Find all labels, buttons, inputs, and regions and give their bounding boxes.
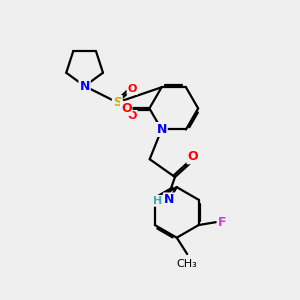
Text: O: O xyxy=(188,150,198,163)
Text: O: O xyxy=(121,102,131,115)
Text: N: N xyxy=(80,80,90,93)
Text: S: S xyxy=(113,96,122,109)
Text: H: H xyxy=(153,196,162,206)
Text: N: N xyxy=(164,194,174,206)
Text: O: O xyxy=(128,84,137,94)
Text: N: N xyxy=(156,123,167,136)
Text: F: F xyxy=(218,216,226,229)
Text: CH₃: CH₃ xyxy=(177,260,197,269)
Text: O: O xyxy=(128,111,137,121)
